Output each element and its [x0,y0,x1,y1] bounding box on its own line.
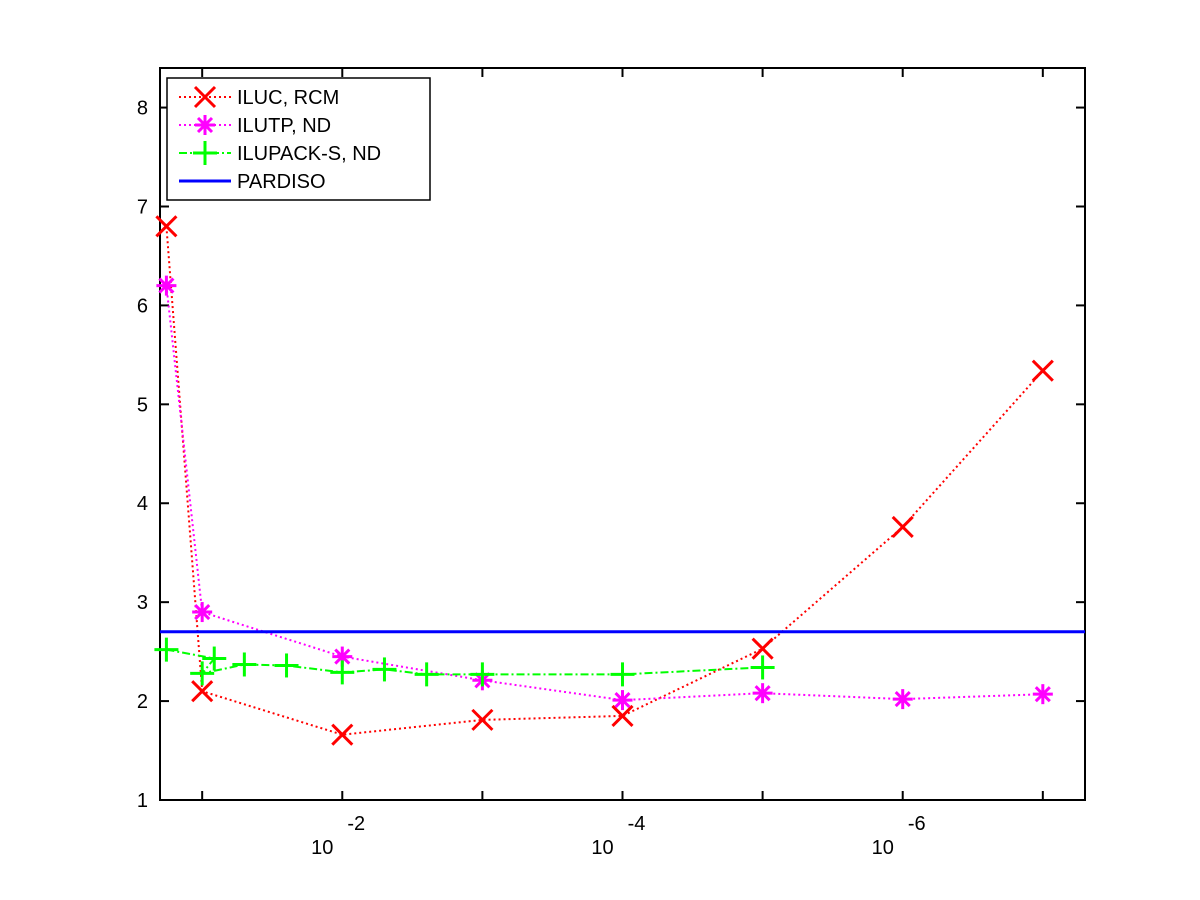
y-tick-label: 7 [137,196,148,218]
marker-stroke [191,680,214,703]
data-point [190,661,215,686]
data-point [414,662,439,687]
marker-stroke [193,85,217,109]
data-point [612,690,633,711]
marker-stroke [155,215,178,238]
x-tick-label-exponent: -2 [347,813,365,835]
y-tick-label: 4 [137,493,148,515]
data-point [750,655,775,680]
legend-label: ILUC, RCM [237,87,339,109]
marker-stroke [1031,359,1054,382]
series-2 [154,637,775,687]
legend-label: PARDISO [237,171,326,193]
legend-label: ILUPACK-S, ND [237,143,381,165]
series-line [165,285,1043,702]
data-point [751,637,774,660]
data-point [331,723,354,746]
data-point [372,657,397,682]
data-point [471,708,494,731]
x-tick-label-exponent: -6 [908,813,926,835]
data-point [156,275,177,296]
legend-label: ILUTP, ND [237,115,331,137]
data-point [1031,359,1054,382]
x-axis: 10 -2 10 -4 10 -6 [201,68,1044,859]
data-point [191,680,214,703]
legend-marker [193,85,217,109]
marker-stroke [614,692,631,709]
marker-stroke [751,637,774,660]
data-point [891,515,914,539]
series-0 [155,215,1054,746]
legend-entry: ILUPACK-S, ND [179,141,381,165]
y-tick-label: 2 [137,691,148,713]
data-point [202,646,227,671]
marker-stroke [754,685,771,702]
data-point [611,704,634,727]
legend-entry: ILUC, RCM [179,85,339,109]
y-tick-label: 6 [137,295,148,317]
data-point [470,662,495,687]
y-tick-label: 3 [137,592,148,614]
x-tick-label-base: 10 [872,837,894,859]
y-axis: 1 2 3 4 5 6 7 8 [137,98,1085,812]
data-point [155,215,178,238]
legend: ILUC, RCM ILUTP, ND ILUPACK-S, ND PARDISO [166,77,431,201]
data-point [332,646,353,667]
data-point [274,653,299,678]
legend-marker [193,141,217,165]
plot-area [154,215,1085,746]
legend-entry: ILUTP, ND [179,115,331,137]
marker-stroke [196,116,214,134]
series-line [165,226,1044,736]
data-point [192,602,213,623]
data-point [1032,684,1053,705]
marker-stroke [334,648,351,665]
data-point [232,652,257,677]
marker-stroke [611,704,634,727]
y-tick-label: 5 [137,394,148,416]
x-tick-label-base: 10 [591,837,613,859]
legend-marker [195,115,215,135]
marker-stroke [331,723,354,746]
marker-stroke [891,515,914,539]
x-tick-label-exponent: -4 [628,813,646,835]
marker-stroke [471,708,494,731]
marker-stroke [1034,686,1051,703]
y-tick-label: 8 [137,98,148,120]
data-point [752,683,773,704]
marker-stroke [194,603,211,621]
marker-stroke [158,277,175,294]
data-point [330,660,355,685]
marker-stroke [894,691,911,708]
data-point [892,689,913,710]
x-tick-label-base: 10 [311,837,333,859]
data-point [154,637,179,662]
data-point [610,662,635,687]
y-tick-label: 1 [137,790,148,812]
legend-entry: PARDISO [179,171,326,193]
